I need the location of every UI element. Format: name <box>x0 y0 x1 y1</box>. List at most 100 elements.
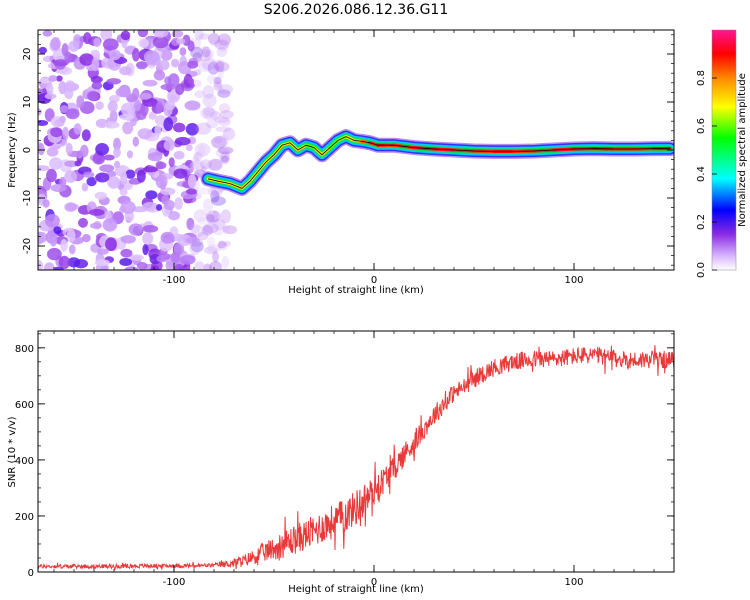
noise-blob <box>62 126 69 140</box>
noise-blob <box>218 117 231 127</box>
noise-blob <box>187 60 199 69</box>
y-tick-label: 0 <box>28 568 34 579</box>
noise-blob <box>113 147 121 158</box>
noise-blob <box>221 225 231 232</box>
y-tick-label: 10 <box>22 96 33 109</box>
noise-blob <box>221 255 230 269</box>
noise-blob <box>102 218 118 232</box>
noise-blob <box>49 157 63 170</box>
noise-blob <box>214 116 230 123</box>
noise-blob <box>187 40 195 52</box>
snr-frame <box>37 330 675 573</box>
noise-blob <box>120 30 131 41</box>
noise-blob <box>171 30 184 38</box>
noise-blob <box>87 90 99 102</box>
noise-blob <box>97 248 109 255</box>
noise-blob <box>193 152 200 163</box>
noise-blob <box>222 225 238 235</box>
noise-blob <box>119 66 132 76</box>
noise-blob <box>64 80 76 92</box>
noise-blob <box>202 85 214 99</box>
noise-blob <box>164 100 176 111</box>
noise-blob <box>74 160 82 167</box>
x-tick-label: -100 <box>163 275 186 286</box>
noise-blob <box>73 123 82 135</box>
noise-blob <box>38 231 45 245</box>
spectrogram-x-label: Height of straight line (km) <box>288 285 424 296</box>
noise-blob <box>160 49 173 61</box>
noise-blob <box>185 144 193 152</box>
noise-blob <box>136 61 148 70</box>
noise-blob <box>202 225 214 236</box>
noise-blob <box>46 147 59 157</box>
x-tick-label: 100 <box>564 577 583 588</box>
snr-plot-area <box>38 331 674 572</box>
noise-blob <box>209 261 222 270</box>
snr-y-label: SNR (10 * v/v) <box>7 416 18 487</box>
noise-blob <box>115 87 131 98</box>
noise-blob <box>132 136 139 147</box>
noise-blob <box>194 90 205 99</box>
spectrogram-noise-blobs <box>38 30 238 270</box>
noise-blob <box>55 75 63 82</box>
noise-blob <box>114 160 121 169</box>
noise-blob <box>210 190 220 203</box>
noise-blob <box>196 187 211 195</box>
noise-blob <box>45 83 54 96</box>
x-tick-label: 100 <box>564 275 583 286</box>
y-tick-label: -20 <box>22 238 33 254</box>
noise-blob <box>210 39 224 47</box>
noise-blob <box>47 247 62 261</box>
noise-blob <box>213 228 224 236</box>
noise-blob <box>189 241 201 255</box>
noise-blob <box>193 209 208 222</box>
noise-blob <box>153 30 169 38</box>
noise-blob <box>142 225 159 233</box>
noise-blob <box>67 257 81 268</box>
noise-blob <box>131 206 148 213</box>
noise-blob <box>206 244 222 253</box>
noise-blob <box>64 170 78 183</box>
noise-blob <box>131 254 144 261</box>
noise-blob <box>194 142 211 157</box>
noise-blob <box>206 159 221 171</box>
noise-blob <box>107 176 121 189</box>
noise-blob <box>104 121 120 129</box>
noise-blob <box>218 43 229 53</box>
y-tick-label: 800 <box>15 344 34 355</box>
colorbar-tick-label: 0.0 <box>696 262 707 278</box>
colorbar-ticks: 0.0 0.2 0.4 0.6 0.8 <box>696 70 717 278</box>
noise-blob <box>79 53 94 66</box>
noise-blob <box>190 223 201 234</box>
noise-blob <box>220 209 231 224</box>
noise-blob <box>142 232 154 245</box>
noise-blob <box>204 49 215 59</box>
noise-blob <box>186 236 200 244</box>
noise-blob <box>202 46 211 58</box>
noise-blob <box>108 49 121 61</box>
noise-blob <box>136 169 146 183</box>
ridge-core-line <box>207 136 670 189</box>
noise-blob <box>66 228 76 243</box>
noise-blob <box>94 259 110 267</box>
noise-blob <box>187 174 197 189</box>
noise-blob <box>81 129 91 142</box>
noise-blob <box>100 30 113 41</box>
noise-blob <box>95 172 110 183</box>
noise-blob <box>126 150 134 159</box>
noise-blob <box>197 231 209 241</box>
noise-blob <box>138 38 150 48</box>
noise-blob <box>38 165 50 172</box>
noise-blob <box>58 255 71 269</box>
colorbar-label: Normalized spectral amplitude <box>737 73 748 227</box>
noise-blob <box>90 75 103 84</box>
noise-blob <box>208 33 220 45</box>
noise-blob <box>154 124 162 137</box>
noise-blob <box>120 200 136 214</box>
colorbar-tick-label: 0.2 <box>696 214 707 230</box>
noise-blob <box>173 122 186 133</box>
noise-blob <box>142 166 159 173</box>
y-tick-label: 400 <box>15 456 34 467</box>
